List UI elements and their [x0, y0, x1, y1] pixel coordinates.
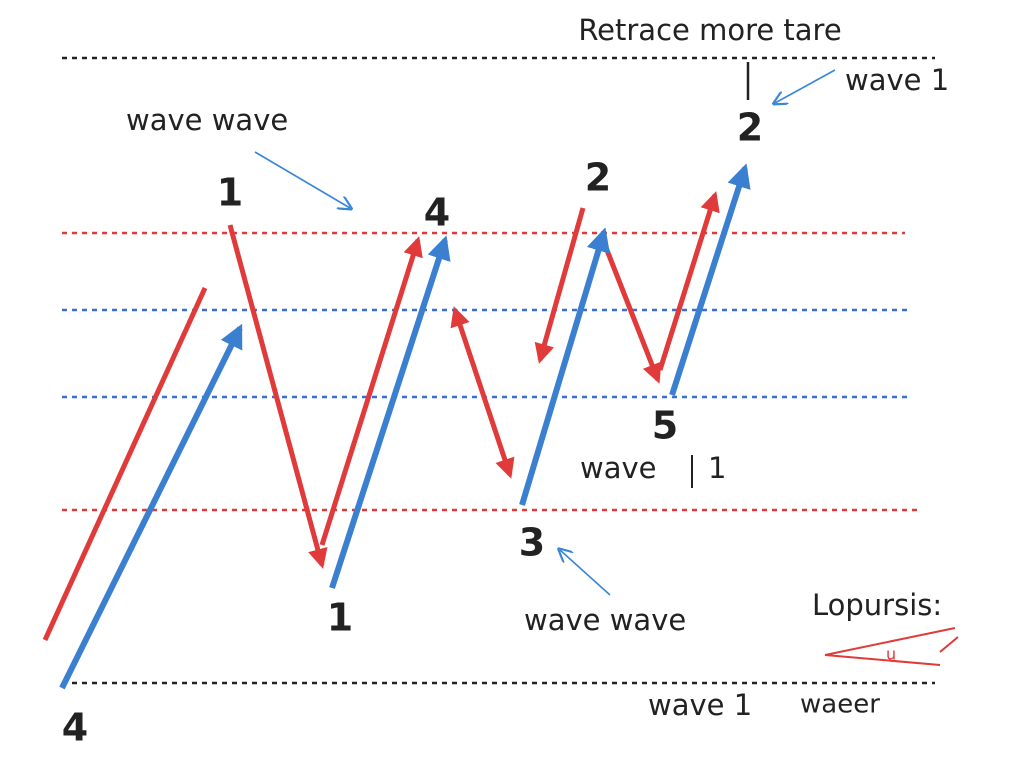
label: wave 1 — [648, 688, 752, 722]
wave-number: 1 — [217, 171, 243, 215]
level-lines — [62, 56, 935, 685]
pointer-arrows — [254, 62, 959, 666]
scribble: u — [886, 645, 896, 664]
wave-number: 3 — [519, 521, 545, 565]
red-waves — [42, 191, 720, 642]
label: wave — [580, 451, 657, 485]
label: wave wave — [126, 103, 288, 137]
wave-number: 1 — [327, 596, 353, 640]
wave-number: 2 — [737, 106, 763, 150]
title: Retrace more tare — [578, 13, 841, 47]
wave-number: 4 — [62, 706, 88, 750]
blue-waves — [59, 163, 751, 690]
wave-number: 5 — [652, 404, 678, 448]
label: Lopursis: — [812, 588, 942, 622]
label: 1 — [708, 451, 726, 485]
label: wave wave — [524, 603, 686, 637]
wave-number: 2 — [585, 156, 611, 200]
label: waeer — [800, 690, 880, 720]
wave-number: 4 — [424, 191, 450, 235]
label: wave 1 — [845, 63, 949, 97]
